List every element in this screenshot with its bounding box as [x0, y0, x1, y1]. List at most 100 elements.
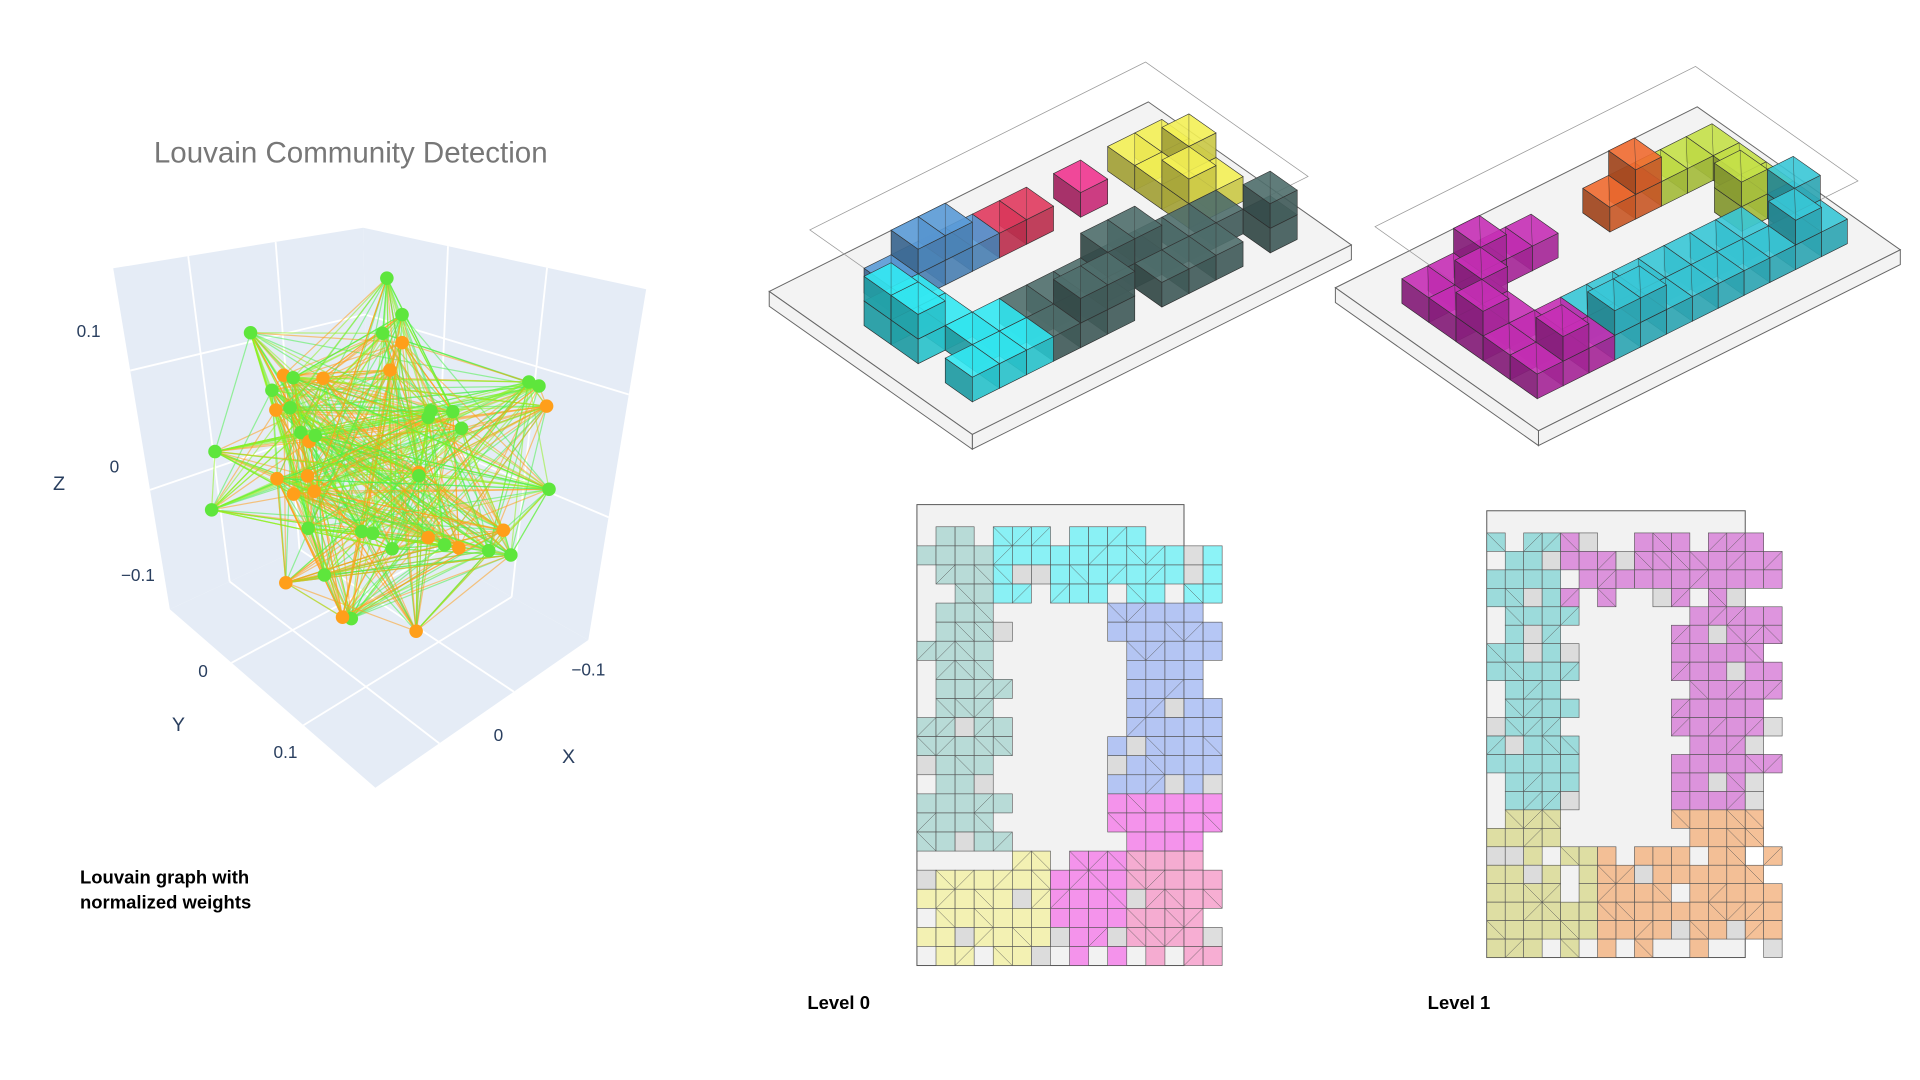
plan-cell	[1050, 927, 1070, 947]
axis-label: Y	[172, 714, 185, 736]
plan-cell	[1164, 850, 1185, 871]
block-shade	[1483, 336, 1511, 380]
graph-node	[454, 421, 469, 436]
plan-cell	[992, 583, 1013, 604]
graph-node	[445, 404, 460, 419]
plan-diagonal	[1012, 927, 1032, 947]
plan-cell	[1145, 946, 1166, 966]
plan-cell	[1671, 532, 1691, 552]
plan-cell	[1744, 606, 1764, 626]
graph-edge	[322, 314, 403, 379]
floor-plan	[1486, 510, 1783, 959]
plan-diagonal	[1088, 869, 1108, 890]
plan-cell	[1164, 812, 1185, 833]
plan-cell	[1689, 735, 1709, 755]
plan-cell	[1726, 883, 1746, 903]
plan-diagonal	[1505, 588, 1524, 607]
graph-edge	[460, 428, 504, 531]
plan-cell	[1107, 927, 1128, 947]
block-shade	[1107, 296, 1135, 335]
plan-cell	[1541, 754, 1561, 774]
plan-cell	[1541, 643, 1561, 663]
plan-diagonal	[1145, 564, 1166, 585]
plan-cell	[1012, 908, 1032, 928]
plan-cell	[1541, 698, 1561, 718]
plan-diagonal	[1763, 625, 1783, 644]
block-shade	[1080, 309, 1108, 348]
graph-edge	[276, 478, 287, 583]
plan-diagonal	[1541, 625, 1561, 644]
plan-cell	[935, 602, 956, 623]
grid-line	[302, 596, 513, 727]
plan-cell	[1088, 908, 1108, 928]
block-shade	[1532, 233, 1559, 271]
block-shade	[918, 235, 946, 274]
plan-diagonal	[1726, 551, 1746, 571]
plan-cell	[1183, 717, 1204, 737]
plan-diagonal	[1671, 588, 1691, 607]
plan-cell	[1183, 812, 1204, 833]
tick-label: −0.1	[121, 565, 155, 585]
plan-cell	[954, 736, 975, 756]
plan-cell	[1050, 545, 1070, 566]
graph-node	[300, 469, 315, 483]
plan-diagonal	[1689, 569, 1709, 589]
plan-cell	[1145, 679, 1166, 699]
plan-diagonal	[1183, 583, 1204, 604]
plan-diagonal	[1523, 717, 1543, 737]
plan-diagonal	[1541, 532, 1561, 552]
plan-cell	[1634, 846, 1654, 866]
plan-cell	[1689, 643, 1709, 663]
graph-edge	[391, 314, 403, 549]
plan-diagonal	[1126, 793, 1147, 814]
block-shade	[1107, 146, 1135, 191]
block-shade	[1134, 225, 1162, 264]
plan-diagonal	[1671, 661, 1691, 681]
graph-node	[375, 326, 390, 341]
graph-edge	[372, 532, 417, 632]
plan-cell	[1088, 888, 1108, 909]
block-diagonal	[1508, 323, 1511, 356]
plan-cell	[1708, 828, 1728, 848]
graph-edge	[314, 490, 504, 531]
graph-edge	[214, 450, 550, 490]
graph-edge	[342, 544, 445, 618]
plan-diagonal	[1597, 551, 1617, 571]
graph-node	[283, 401, 297, 415]
plan-diagonal	[1523, 883, 1543, 903]
block-shade	[918, 325, 946, 364]
plan-cell	[1504, 883, 1524, 903]
plan-diagonal	[973, 793, 994, 814]
block-shade	[1661, 168, 1688, 207]
plan-cell	[1164, 660, 1185, 680]
plan-cell	[1634, 864, 1654, 885]
block-shade	[999, 350, 1027, 389]
tick-label: 0	[110, 457, 120, 477]
plan-cell	[1012, 869, 1032, 890]
plan-cell	[1107, 736, 1128, 756]
plan-cell	[1069, 927, 1089, 947]
graph-node	[335, 610, 350, 624]
graph-edge	[351, 550, 489, 620]
plan-cell	[1486, 938, 1506, 958]
plan-diagonal	[1012, 583, 1032, 604]
block-diagonal	[1634, 137, 1636, 170]
plan-cell	[1541, 661, 1561, 681]
plan-diagonal	[1671, 717, 1691, 737]
block-diagonal	[1741, 206, 1743, 239]
plan-cell	[1578, 846, 1598, 866]
plan-cell	[1560, 901, 1580, 921]
plan-diagonal	[1763, 754, 1783, 774]
plan-cell	[1504, 828, 1524, 848]
plan-diagonal	[1652, 883, 1672, 903]
plan-cell	[1597, 938, 1617, 958]
graph-edge	[322, 369, 391, 379]
plan-cell	[1164, 602, 1185, 623]
block-shade	[1243, 209, 1271, 253]
plan-cell	[1763, 901, 1783, 921]
plan-diagonal	[1745, 828, 1764, 847]
plan-cell	[1689, 754, 1709, 774]
plan-diagonal	[916, 812, 937, 833]
tick-label: 0.1	[77, 321, 101, 341]
graph-edge	[211, 451, 216, 510]
